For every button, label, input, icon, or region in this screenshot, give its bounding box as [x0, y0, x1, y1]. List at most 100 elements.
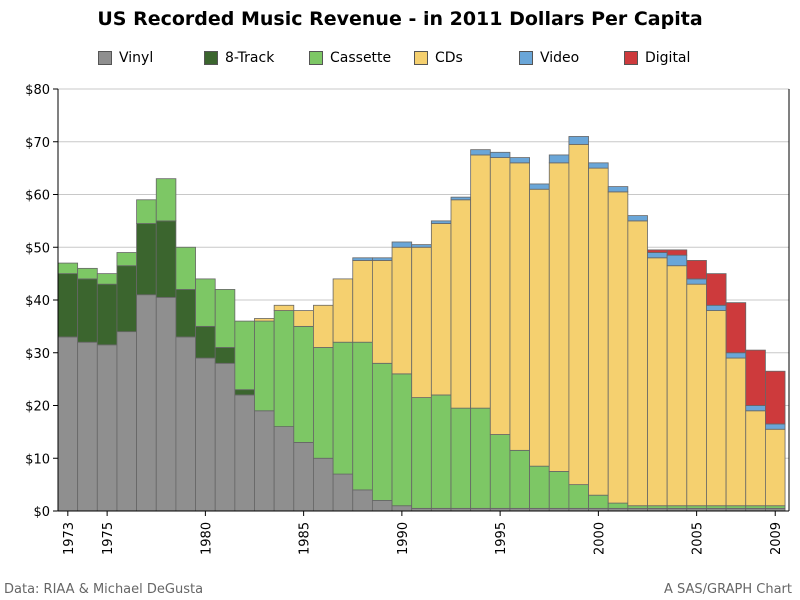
bar-segment-digital-2006	[706, 273, 727, 306]
bar-segment-cassette-1998	[548, 471, 570, 509]
legend-swatch	[309, 51, 323, 65]
bar-segment-cassette-1985	[293, 325, 314, 443]
bar-segment-cds-2007	[725, 357, 747, 507]
bar-segment-8-track-1975	[96, 283, 118, 346]
bar-segment-vinyl-1975	[96, 344, 118, 512]
bar-segment-digital-2004	[666, 249, 688, 256]
bar-segment-8-track-1976	[116, 265, 137, 333]
bar-segment-cds-2005	[686, 283, 707, 507]
bar-segment-cassette-1981	[214, 289, 236, 348]
bar-segment-vinyl-1988	[352, 489, 373, 512]
bar-segment-cds-1984	[273, 304, 295, 311]
bar-segment-cds-1992	[430, 223, 452, 396]
data-source-note: Data: RIAA & Michael DeGusta	[4, 582, 204, 597]
y-tick-label: $30	[25, 347, 50, 362]
bar-segment-vinyl-1989	[371, 500, 393, 512]
bar-segment-8-track-1981	[214, 347, 236, 364]
bar-segment-cassette-1977	[136, 199, 157, 224]
bar-segment-cds-1994	[470, 154, 491, 409]
legend-item-vinyl: Vinyl	[98, 50, 153, 66]
bar-segment-video-1995	[489, 151, 511, 158]
bar-segment-cassette-1978	[155, 178, 177, 222]
bar-segment-cds-1988	[352, 260, 373, 343]
bar-segment-video-2000	[588, 162, 609, 169]
x-tick-label: 2009	[769, 522, 784, 555]
x-tick-label: 1985	[298, 522, 313, 555]
bar-segment-cds-1989	[371, 260, 393, 364]
bar-segment-cassette-1988	[352, 341, 373, 491]
bar-segment-8-track-1979	[175, 289, 196, 338]
bar-segment-cassette-1984	[273, 310, 295, 427]
legend-swatch	[624, 51, 638, 65]
y-tick-label: $40	[25, 294, 50, 309]
bar-segment-8-track-1974	[77, 278, 98, 343]
bar-segment-video-1994	[470, 149, 491, 156]
bar-segment-cassette-1992	[430, 394, 452, 509]
bar-segment-digital-2009	[765, 370, 786, 425]
bar-segment-cassette-1980	[195, 278, 216, 327]
bar-segment-video-2003	[647, 252, 668, 259]
bar-segment-video-2004	[666, 254, 688, 267]
bar-segment-vinyl-1981	[214, 362, 236, 512]
bar-segment-cassette-1979	[175, 246, 196, 290]
bar-segment-8-track-1978	[155, 220, 177, 298]
y-tick-label: $80	[25, 83, 50, 98]
bar-segment-cds-2002	[627, 220, 648, 507]
bar-segment-video-1993	[450, 196, 472, 201]
bar-segment-video-2006	[706, 304, 727, 311]
bar-segment-cds-2003	[647, 257, 668, 507]
bar-segment-cassette-1976	[116, 252, 137, 267]
bar-segment-8-track-1977	[136, 223, 157, 296]
bar-segment-cassette-1990	[391, 373, 413, 507]
legend-swatch	[204, 51, 218, 65]
bar-segment-vinyl-1990	[391, 505, 413, 512]
bar-segment-cds-1986	[313, 304, 334, 348]
bar-segment-cassette-2000	[588, 494, 609, 509]
bar-segment-vinyl-1974	[77, 341, 98, 512]
y-tick-label: $60	[25, 189, 50, 204]
bar-segment-cds-1995	[489, 157, 511, 435]
x-tick-label: 1973	[62, 522, 77, 555]
x-tick-label: 2000	[592, 522, 607, 555]
bar-segment-cds-1990	[391, 246, 413, 375]
legend-item-video: Video	[519, 50, 579, 66]
bar-segment-vinyl-1987	[332, 473, 354, 512]
bar-segment-8-track-1973	[57, 273, 79, 338]
bar-segment-cassette-1996	[509, 449, 531, 509]
legend-label: CDs	[435, 50, 463, 66]
bar-segment-video-2002	[627, 215, 648, 222]
bar-segment-cds-1985	[293, 310, 314, 327]
bar-segment-video-1992	[430, 220, 452, 224]
bar-segment-vinyl-1984	[273, 426, 295, 512]
bar-segment-cassette-1974	[77, 267, 98, 280]
bar-segment-cassette-1994	[470, 407, 491, 509]
bar-segment-video-2005	[686, 278, 707, 285]
bar-segment-cassette-1982	[234, 320, 255, 391]
legend-swatch	[98, 51, 112, 65]
bar-segment-cassette-1973	[57, 262, 79, 275]
bar-segment-cds-2006	[706, 310, 727, 507]
bar-segment-vinyl-1980	[195, 357, 216, 512]
legend-label: Video	[540, 50, 580, 66]
bar-segment-vinyl-1979	[175, 336, 196, 512]
bar-segment-digital-2007	[725, 302, 747, 354]
x-tick-label: 1995	[494, 522, 509, 555]
legend: Vinyl 8-Track Cassette CDs Video Digital	[0, 50, 800, 72]
bar-segment-vinyl-1973	[57, 336, 79, 512]
bar-segment-video-1989	[371, 257, 393, 261]
legend-swatch	[519, 51, 533, 65]
bar-segment-cassette-1999	[568, 484, 589, 509]
bar-segment-vinyl-1982	[234, 394, 255, 512]
legend-swatch	[414, 51, 428, 65]
legend-item-8-track: 8-Track	[204, 50, 274, 66]
bar-segment-cassette-1989	[371, 362, 393, 501]
bar-segment-video-1999	[568, 136, 589, 145]
bar-segment-cassette-1991	[411, 397, 432, 509]
legend-item-cds: CDs	[414, 50, 463, 66]
chart-credit: A SAS/GRAPH Chart	[664, 582, 792, 597]
bar-segment-vinyl-1977	[136, 294, 157, 512]
bar-segment-vinyl-1983	[254, 410, 275, 512]
legend-label: Vinyl	[119, 50, 154, 66]
y-tick-label: $10	[25, 452, 50, 467]
